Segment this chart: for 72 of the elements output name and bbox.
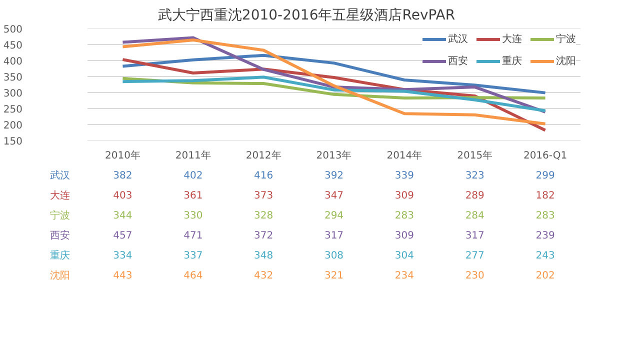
data-label: 182 xyxy=(536,190,555,202)
data-label: 330 xyxy=(184,210,203,222)
data-label: 348 xyxy=(254,250,274,262)
text: 宁波 xyxy=(50,210,70,222)
data-label: 239 xyxy=(536,230,555,242)
y-tick-label: 250 xyxy=(3,104,23,116)
data-label: 234 xyxy=(394,270,414,282)
chart-title: 武大宁西重沈2010-2016年五星级酒店RevPAR xyxy=(158,8,456,24)
y-tick-label: 150 xyxy=(3,136,23,148)
x-tick-label: 2014年 xyxy=(386,150,422,162)
y-tick-label: 200 xyxy=(3,120,23,132)
legend-label: 西安 xyxy=(448,54,468,68)
data-label: 328 xyxy=(254,210,274,222)
data-label: 230 xyxy=(465,270,484,282)
data-label: 243 xyxy=(536,250,555,262)
data-label: 464 xyxy=(184,270,203,282)
text: 沈阳 xyxy=(50,270,70,282)
text: 重庆 xyxy=(50,250,70,262)
data-label: 317 xyxy=(465,230,484,242)
data-label: 443 xyxy=(113,270,132,282)
legend-label: 大连 xyxy=(502,32,522,46)
text: 武汉 xyxy=(50,170,70,182)
text: 西安 xyxy=(50,230,70,242)
data-label: 337 xyxy=(184,250,203,262)
data-label: 416 xyxy=(254,170,274,182)
legend-label: 沈阳 xyxy=(556,54,576,68)
data-label: 334 xyxy=(113,250,132,262)
data-label: 202 xyxy=(536,270,555,282)
data-label: 344 xyxy=(113,210,132,222)
data-label: 308 xyxy=(324,250,344,262)
data-label: 309 xyxy=(394,230,414,242)
text: 大连 xyxy=(50,190,70,202)
data-label: 323 xyxy=(465,170,484,182)
x-tick-label: 2010年 xyxy=(104,150,140,162)
data-label: 402 xyxy=(184,170,203,182)
data-label: 457 xyxy=(113,230,132,242)
data-label: 283 xyxy=(536,210,555,222)
data-label: 284 xyxy=(465,210,484,222)
data-label: 403 xyxy=(113,190,132,202)
data-label: 277 xyxy=(465,250,484,262)
y-tick-label: 500 xyxy=(3,24,23,36)
x-tick-label: 2013年 xyxy=(316,150,352,162)
data-label: 372 xyxy=(254,230,274,242)
y-tick-label: 300 xyxy=(3,88,23,100)
data-label: 309 xyxy=(394,190,414,202)
data-label: 347 xyxy=(324,190,344,202)
line-series xyxy=(121,54,547,94)
data-label: 471 xyxy=(184,230,203,242)
data-label: 392 xyxy=(324,170,344,182)
x-tick-label: 2015年 xyxy=(457,150,493,162)
data-label: 339 xyxy=(394,170,414,182)
legend-label: 重庆 xyxy=(502,54,522,68)
x-tick-label: 2011年 xyxy=(175,150,211,162)
legend-label: 武汉 xyxy=(448,32,468,46)
legend-label: 宁波 xyxy=(556,32,576,46)
line-series xyxy=(121,76,547,112)
x-tick-label: 2012年 xyxy=(246,150,282,162)
data-label: 321 xyxy=(324,270,344,282)
data-label: 382 xyxy=(113,170,132,182)
data-label: 294 xyxy=(324,210,344,222)
data-label: 299 xyxy=(536,170,555,182)
data-label: 304 xyxy=(394,250,414,262)
data-label: 373 xyxy=(254,190,274,202)
data-label: 432 xyxy=(254,270,274,282)
data-label: 317 xyxy=(324,230,344,242)
y-tick-label: 400 xyxy=(3,56,23,68)
data-label: 283 xyxy=(394,210,414,222)
y-tick-label: 450 xyxy=(3,40,23,52)
x-tick-label: 2016-Q1 xyxy=(523,150,568,162)
data-label: 289 xyxy=(465,190,484,202)
y-tick-label: 350 xyxy=(3,72,23,84)
data-label: 361 xyxy=(184,190,203,202)
